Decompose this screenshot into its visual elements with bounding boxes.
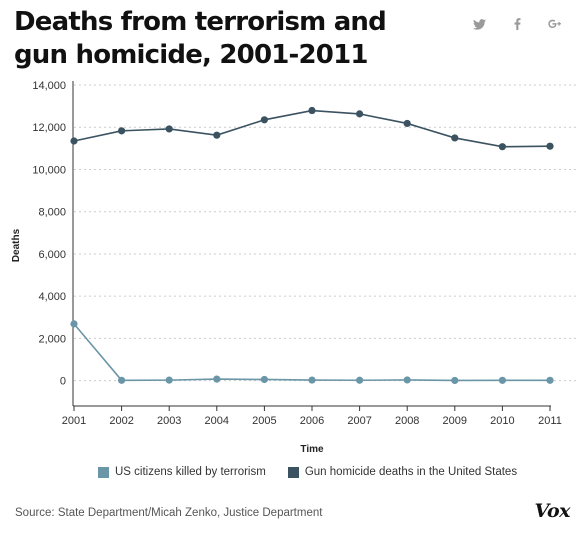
chart-title: Deaths from terrorism and gun homicide, … <box>14 7 387 70</box>
google-plus-share-button[interactable] <box>536 13 574 35</box>
y-tick-label: 14,000 <box>32 80 66 92</box>
legend-label-terrorism: US citizens killed by terrorism <box>115 466 266 478</box>
chart-legend: US citizens killed by terrorism Gun homi… <box>98 466 539 478</box>
y-tick-label: 2,000 <box>38 333 66 345</box>
x-tick-label: 2009 <box>443 415 467 427</box>
line-chart: 0 2,000 4,000 6,000 8,000 10,000 12,000 14,000 2… <box>11 80 576 455</box>
data-point-gun-homicide <box>213 131 221 139</box>
data-point-gun-homicide <box>498 143 506 151</box>
legend-label-gun-homicide: Gun homicide deaths in the United States <box>304 466 518 478</box>
legend-item-terrorism[interactable]: US citizens killed by terrorism <box>98 466 266 478</box>
y-tick-label: 4,000 <box>38 291 66 303</box>
series-line-terrorism <box>73 323 551 382</box>
data-point-terrorism <box>546 376 554 384</box>
data-point-gun-homicide <box>356 110 364 118</box>
data-point-terrorism <box>498 376 506 384</box>
x-tick-label: 2003 <box>157 415 181 427</box>
y-tick-label: 8,000 <box>38 207 66 219</box>
data-point-terrorism <box>165 376 173 384</box>
y-tick-label: 10,000 <box>32 164 66 176</box>
x-tick-label: 2010 <box>490 415 514 427</box>
x-tick-label: 2007 <box>347 415 371 427</box>
data-point-terrorism <box>260 375 268 384</box>
data-point-gun-homicide <box>403 119 411 128</box>
share-buttons <box>460 13 574 35</box>
facebook-icon <box>514 18 520 30</box>
data-point-terrorism <box>70 320 78 328</box>
x-tick-label: 2011 <box>538 415 562 427</box>
data-point-terrorism <box>308 376 316 384</box>
legend-swatch-gun-homicide <box>287 466 299 478</box>
y-tick-label: 6,000 <box>38 249 66 261</box>
x-tick-label: 2006 <box>300 415 324 427</box>
data-point-gun-homicide <box>118 127 126 135</box>
y-axis-title: Deaths <box>11 228 22 262</box>
y-tick-label: 12,000 <box>32 122 66 134</box>
x-tick-label: 2008 <box>395 415 419 427</box>
x-axis-title: Time <box>300 444 324 455</box>
twitter-share-button[interactable] <box>460 13 498 35</box>
vox-logo: Vox <box>534 500 571 522</box>
x-tick-label: 2001 <box>62 415 86 427</box>
data-point-terrorism <box>213 375 221 383</box>
data-point-gun-homicide <box>308 106 316 115</box>
data-point-terrorism <box>403 376 411 384</box>
x-tick-label: 2005 <box>252 415 276 427</box>
data-point-gun-homicide <box>70 137 78 145</box>
legend-item-gun-homicide[interactable]: Gun homicide deaths in the United States <box>287 466 518 478</box>
data-point-gun-homicide <box>165 125 173 133</box>
facebook-share-button[interactable] <box>498 13 536 35</box>
source-note: Source: State Department/Micah Zenko, Ju… <box>15 507 323 519</box>
y-tick-label: 0 <box>60 376 66 388</box>
legend-swatch-terrorism <box>98 466 109 478</box>
data-point-terrorism <box>118 376 126 384</box>
data-point-terrorism <box>356 376 364 384</box>
data-point-gun-homicide <box>451 134 459 142</box>
data-point-gun-homicide <box>260 116 268 124</box>
x-tick-label: 2004 <box>205 415 229 427</box>
series-line-gun-homicide <box>73 109 551 148</box>
google-plus-icon <box>548 19 561 28</box>
twitter-icon <box>472 18 486 30</box>
x-tick-label: 2002 <box>109 415 133 427</box>
data-point-gun-homicide <box>546 142 554 150</box>
data-point-terrorism <box>451 376 459 385</box>
